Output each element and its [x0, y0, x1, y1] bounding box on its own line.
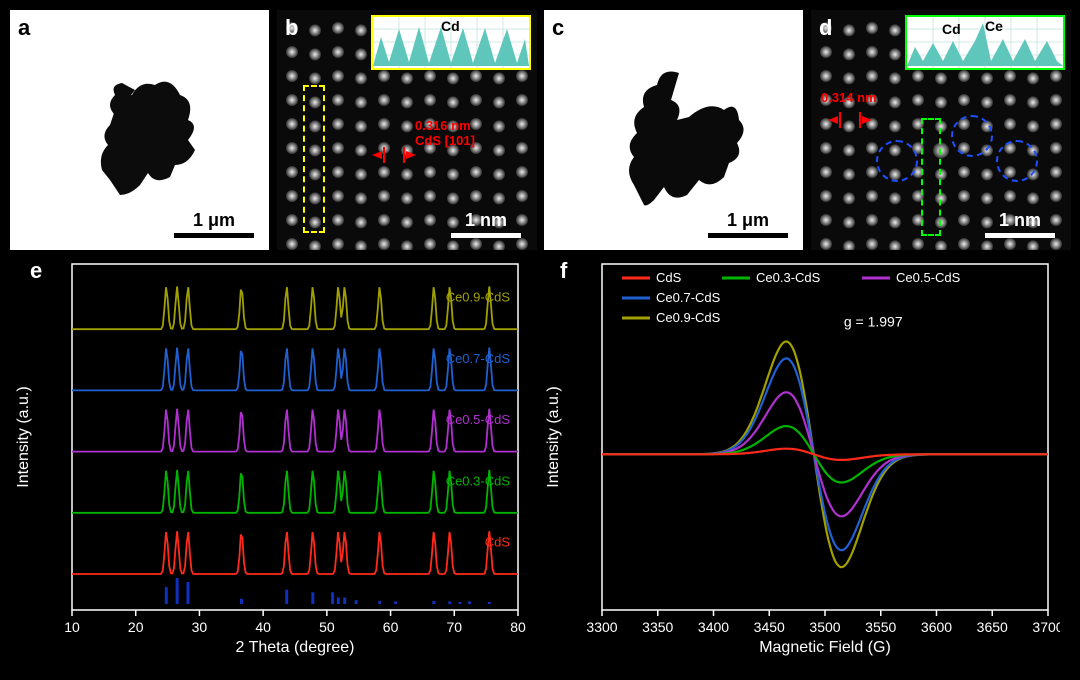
svg-text:3700: 3700	[1032, 619, 1060, 635]
svg-text:3400: 3400	[698, 619, 729, 635]
svg-text:30: 30	[192, 619, 208, 635]
svg-text:e: e	[30, 258, 42, 283]
yellow-dashed-box	[303, 85, 325, 233]
svg-text:Ce0.5-CdS: Ce0.5-CdS	[896, 270, 961, 285]
svg-text:3550: 3550	[865, 619, 896, 635]
blue-circle-2	[951, 115, 993, 157]
panel-c: c 1 μm	[544, 10, 803, 250]
svg-text:3600: 3600	[921, 619, 952, 635]
epr-plot: 3300 3350 3400 3450 3500 3550 3600 3650 3700 Magn…	[540, 250, 1060, 660]
panel-a: a 1 μm	[10, 10, 269, 250]
inset-d-cd-label: Cd	[942, 21, 961, 37]
tem-shape-a	[60, 55, 220, 205]
svg-text:Ce0.5-CdS: Ce0.5-CdS	[446, 412, 511, 427]
xrd-plot: 10 20 30 40 50 60 70 80 2 Theta (degree) Intensit…	[10, 250, 530, 660]
lattice-spacing-b: 0.316 nm CdS [101]	[415, 118, 475, 148]
svg-text:2 Theta (degree): 2 Theta (degree)	[236, 639, 355, 656]
panel-c-label: c	[552, 15, 564, 41]
svg-text:3650: 3650	[977, 619, 1008, 635]
tem-shape-c	[589, 45, 759, 215]
inset-d-ce-label: Ce	[985, 18, 1003, 34]
svg-text:3300: 3300	[586, 619, 617, 635]
scalebar-b-text: 1 nm	[451, 210, 521, 231]
svg-text:Ce0.9-CdS: Ce0.9-CdS	[446, 290, 511, 305]
scalebar-d: 1 nm	[985, 210, 1055, 238]
panel-d-label: d	[819, 15, 832, 41]
svg-text:70: 70	[446, 619, 462, 635]
svg-text:f: f	[560, 258, 568, 283]
chart-row: 10 20 30 40 50 60 70 80 2 Theta (degree) Intensit…	[0, 250, 1080, 670]
svg-text:Ce0.7-CdS: Ce0.7-CdS	[446, 351, 511, 366]
panel-d: d 0.314 nm Cd Ce	[811, 10, 1070, 250]
svg-text:g = 1.997: g = 1.997	[844, 313, 903, 329]
chart-e: 10 20 30 40 50 60 70 80 2 Theta (degree) Intensit…	[10, 250, 530, 660]
blue-circle-3	[996, 140, 1038, 182]
panel-a-label: a	[18, 15, 30, 41]
svg-text:50: 50	[319, 619, 335, 635]
svg-text:20: 20	[128, 619, 144, 635]
scalebar-c-line	[708, 233, 788, 238]
inset-b-cd-label: Cd	[441, 18, 460, 34]
svg-text:Ce0.7-CdS: Ce0.7-CdS	[656, 290, 721, 305]
svg-text:10: 10	[64, 619, 80, 635]
panel-b-label: b	[285, 15, 298, 41]
micrograph-row: a 1 μm b 0.316 nm CdS [101]	[0, 0, 1080, 250]
lattice-spacing-d: 0.314 nm	[821, 90, 877, 105]
spacing-value-b: 0.316 nm	[415, 118, 471, 133]
inset-b: Cd	[371, 15, 531, 70]
scalebar-d-text: 1 nm	[985, 210, 1055, 231]
chart-f: 3300 3350 3400 3450 3500 3550 3600 3650 3700 Magn…	[540, 250, 1060, 660]
svg-text:Intensity (a.u.): Intensity (a.u.)	[15, 386, 32, 487]
svg-text:Intensity (a.u.): Intensity (a.u.)	[545, 386, 562, 487]
scalebar-c-text: 1 μm	[708, 210, 788, 231]
blue-circle-1	[876, 140, 918, 182]
svg-text:3350: 3350	[642, 619, 673, 635]
scalebar-b: 1 nm	[451, 210, 521, 238]
svg-text:CdS: CdS	[656, 270, 682, 285]
svg-text:Ce0.9-CdS: Ce0.9-CdS	[656, 310, 721, 325]
svg-text:Ce0.3-CdS: Ce0.3-CdS	[446, 473, 511, 488]
svg-text:80: 80	[510, 619, 526, 635]
scalebar-a-text: 1 μm	[174, 210, 254, 231]
spacing-value-d: 0.314 nm	[821, 90, 877, 105]
svg-text:CdS: CdS	[485, 534, 511, 549]
scalebar-a: 1 μm	[174, 210, 254, 238]
spacing-arrows-b	[372, 145, 432, 165]
svg-text:3450: 3450	[754, 619, 785, 635]
green-dashed-box	[921, 118, 941, 236]
scalebar-a-line	[174, 233, 254, 238]
inset-d: Cd Ce	[905, 15, 1065, 70]
spacing-arrows-d	[826, 110, 882, 130]
svg-text:Ce0.3-CdS: Ce0.3-CdS	[756, 270, 821, 285]
scalebar-c: 1 μm	[708, 210, 788, 238]
svg-text:3500: 3500	[809, 619, 840, 635]
scalebar-d-line	[985, 233, 1055, 238]
svg-text:40: 40	[255, 619, 271, 635]
svg-text:60: 60	[383, 619, 399, 635]
panel-b: b 0.316 nm CdS [101] Cd	[277, 10, 536, 250]
scalebar-b-line	[451, 233, 521, 238]
svg-text:Magnetic Field (G): Magnetic Field (G)	[759, 639, 891, 656]
